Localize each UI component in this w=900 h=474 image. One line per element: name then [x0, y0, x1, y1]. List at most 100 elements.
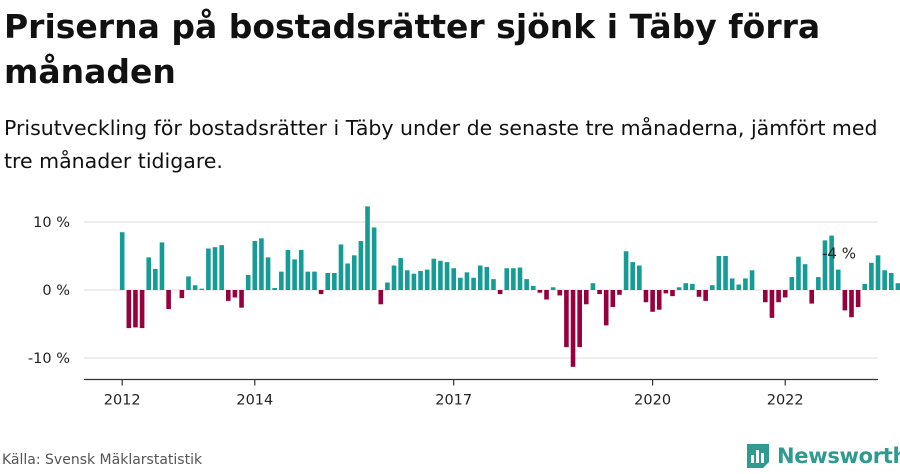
brand-logo[interactable]: Newsworthy: [745, 442, 900, 470]
bar: [703, 290, 708, 301]
bar: [119, 232, 125, 290]
bar: [133, 290, 138, 328]
bar: [888, 273, 894, 290]
source-note: Källa: Svensk Mäklarstatistik: [2, 452, 203, 468]
bars: [119, 206, 900, 367]
bar: [564, 290, 569, 348]
bar: [477, 265, 483, 290]
bar: [418, 270, 423, 290]
bar: [438, 260, 443, 290]
bar: [318, 290, 324, 295]
bar: [895, 283, 900, 290]
bar: [643, 290, 649, 303]
bar: [590, 283, 596, 290]
bar: [816, 277, 821, 290]
y-tick-label: 0 %: [42, 283, 70, 299]
y-tick-label: -10 %: [28, 351, 70, 367]
bar: [676, 287, 682, 290]
bar: [338, 244, 344, 290]
bar: [212, 247, 218, 290]
bar: [325, 273, 331, 290]
bar: [656, 290, 662, 310]
latest-value-annotation: -4 %: [822, 244, 856, 262]
bar: [802, 264, 808, 290]
bar: [709, 285, 715, 290]
bar: [398, 258, 403, 290]
bar: [458, 277, 463, 290]
bar: [650, 290, 655, 312]
bar: [849, 290, 854, 318]
bar: [497, 290, 503, 295]
bar: [411, 273, 417, 290]
bar: [570, 290, 576, 367]
bar: [524, 279, 529, 290]
bar: [769, 290, 775, 318]
bar: [471, 277, 476, 290]
bar: [663, 290, 669, 294]
bar: [869, 262, 874, 290]
bar: [365, 206, 370, 290]
bar: [186, 276, 191, 290]
bar: [610, 290, 616, 307]
bar: [835, 269, 841, 290]
bar: [272, 287, 277, 290]
bar-chart: 10 % 0 % -10 % 2012 2014 2017 2020 2022 -4 %: [28, 206, 900, 409]
bar: [511, 268, 516, 290]
bar: [544, 290, 549, 300]
bar: [736, 284, 742, 290]
bar: [345, 263, 350, 290]
bar: [630, 262, 636, 290]
bar: [789, 277, 795, 290]
bar: [265, 257, 271, 290]
bar: [716, 256, 722, 290]
bar: [285, 249, 291, 290]
bar: [763, 290, 768, 303]
bar: [577, 290, 582, 348]
bar: [371, 227, 377, 290]
bar: [153, 268, 158, 290]
bar: [206, 248, 211, 290]
bar: [298, 249, 304, 290]
bar: [292, 259, 297, 290]
bar: [245, 275, 251, 290]
bar: [305, 271, 311, 290]
bar: [829, 235, 834, 290]
bar: [225, 290, 231, 301]
bar: [603, 290, 609, 326]
bar: [484, 266, 490, 290]
bar: [862, 283, 868, 290]
bar: [146, 257, 152, 290]
bar: [842, 290, 848, 311]
bar: [530, 285, 536, 290]
x-tick-label: 2017: [435, 393, 472, 409]
y-tick-label: 10 %: [33, 215, 70, 231]
bar: [696, 290, 702, 297]
bar: [796, 256, 801, 290]
bar: [431, 258, 437, 290]
bar: [444, 262, 450, 290]
bar: [882, 270, 887, 290]
bar: [159, 242, 165, 290]
bar: [550, 287, 556, 290]
bar: [332, 273, 337, 290]
bar: [504, 268, 510, 290]
bar: [259, 238, 264, 290]
bar: [557, 290, 563, 296]
axes: [84, 378, 878, 386]
bar: [199, 288, 205, 290]
bar: [723, 256, 728, 290]
bar: [782, 290, 788, 298]
x-tick-label: 2020: [634, 393, 671, 409]
x-tick-label: 2012: [104, 393, 141, 409]
bar: [404, 270, 410, 290]
bar: [729, 278, 735, 290]
bar: [690, 283, 695, 290]
brand-name: Newsworthy: [777, 444, 900, 468]
bar: [312, 271, 317, 290]
bar: [749, 270, 755, 290]
bar: [239, 290, 244, 308]
bar: [219, 245, 224, 290]
bar: [166, 290, 171, 310]
bar: [875, 255, 881, 290]
bar: [279, 271, 284, 290]
